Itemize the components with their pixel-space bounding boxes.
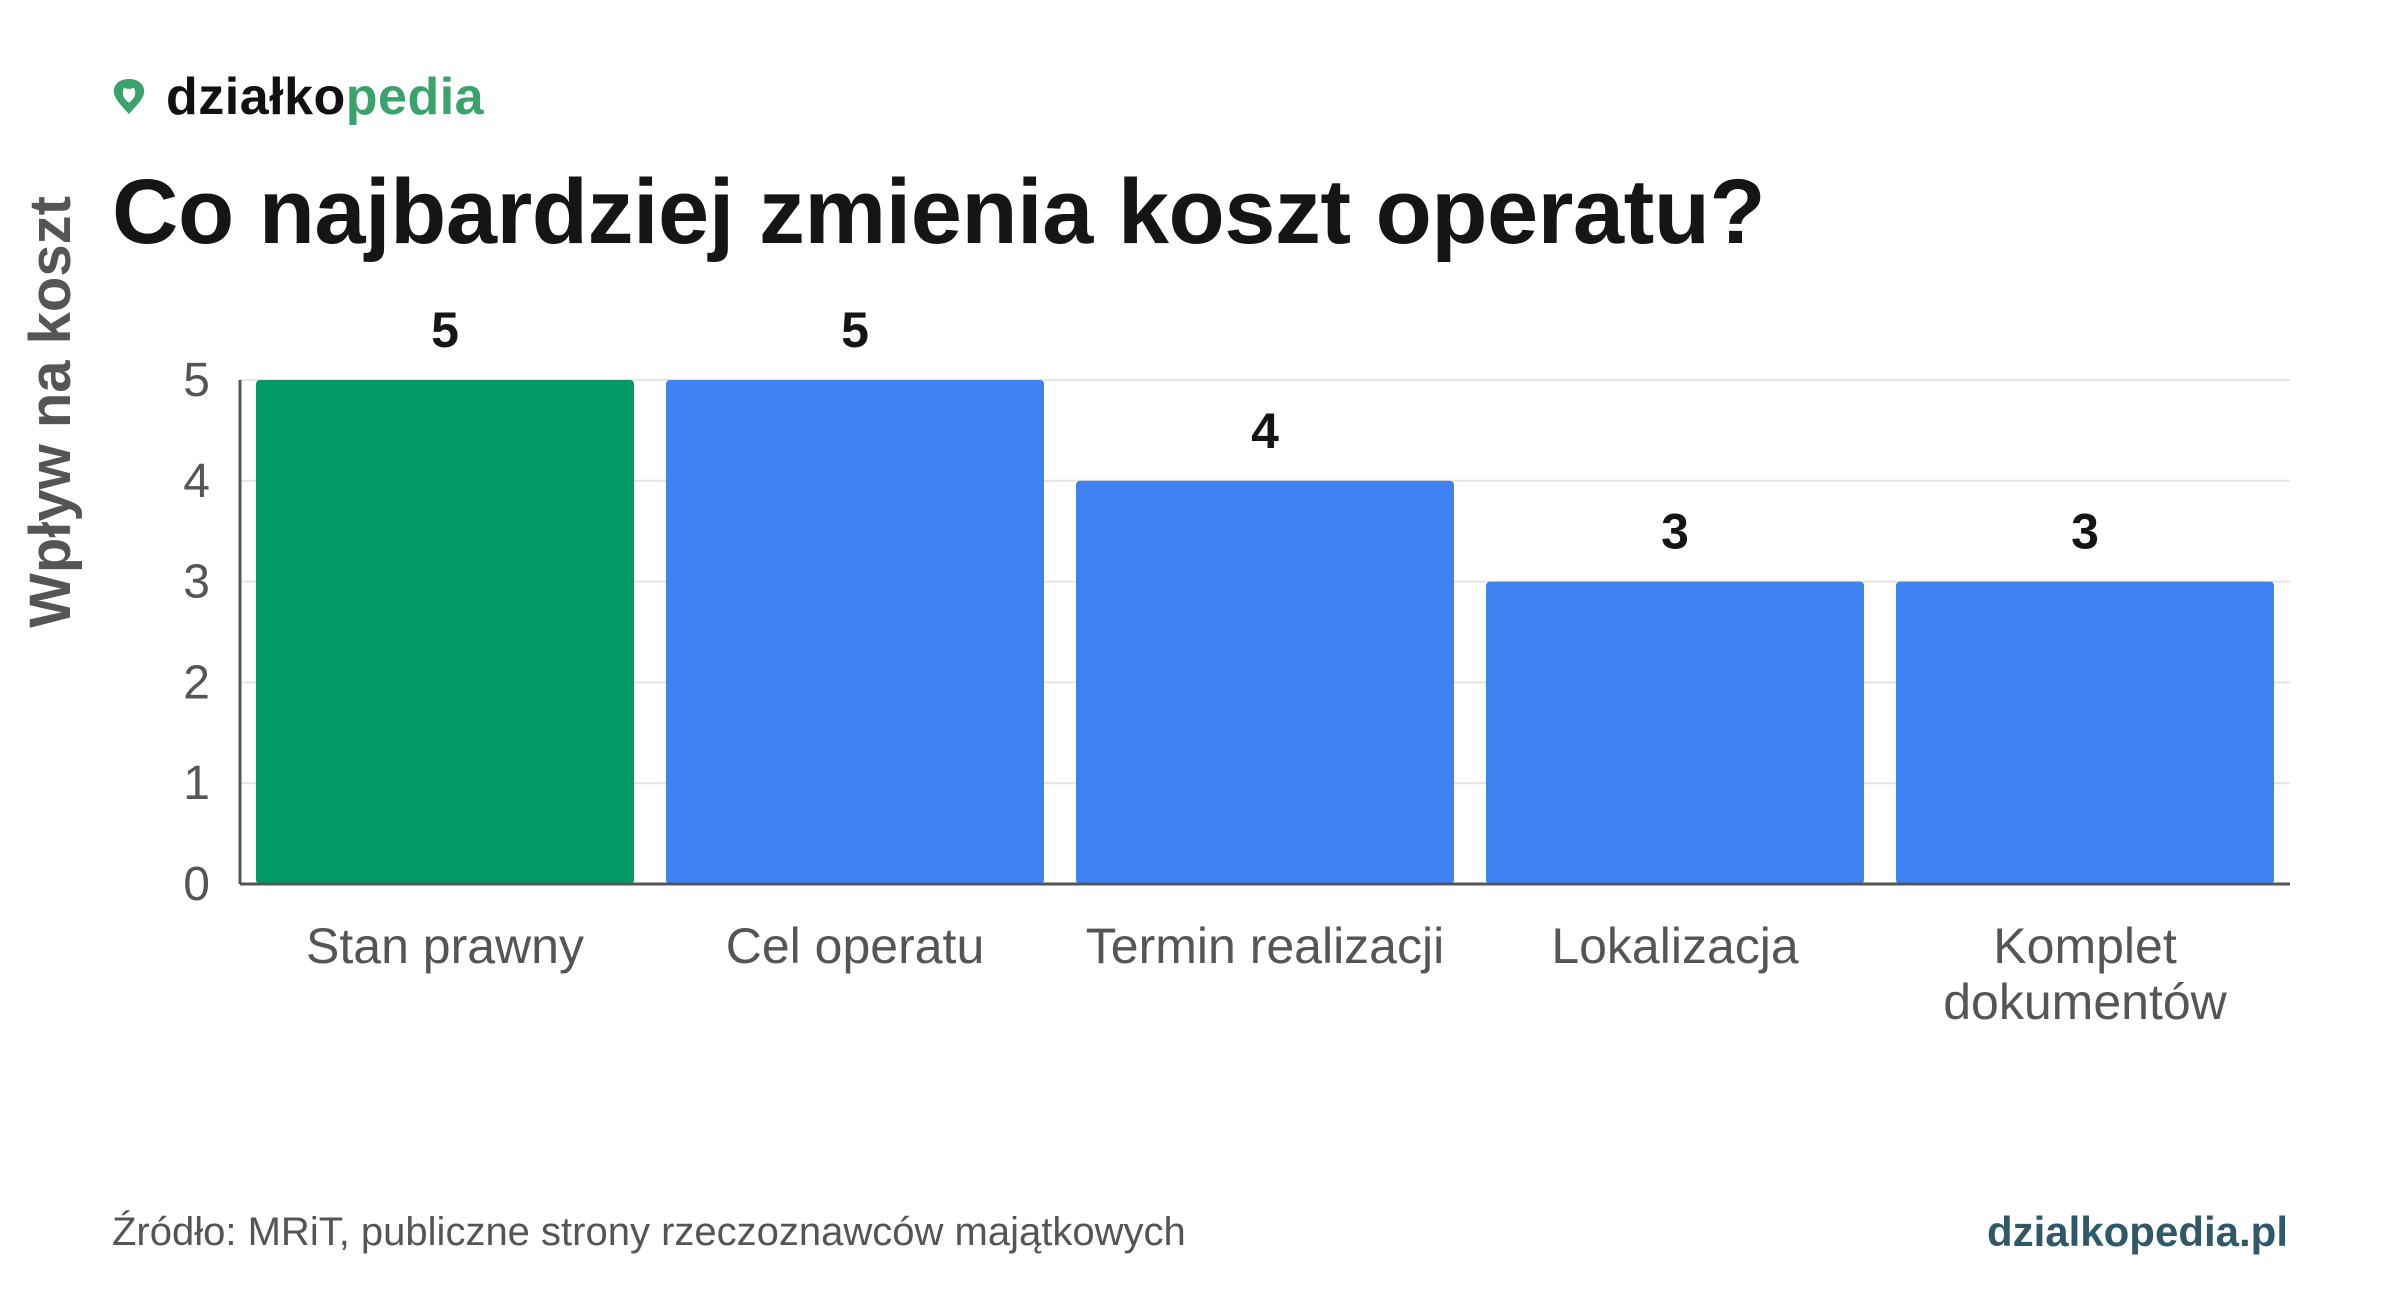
data-label: 3 <box>2071 504 2099 560</box>
data-label: 4 <box>1251 403 1279 459</box>
site-link[interactable]: dzialkopedia.pl <box>1986 1208 2288 1255</box>
y-tick-label: 0 <box>183 858 210 911</box>
y-tick-label: 4 <box>183 455 210 508</box>
brand-name-green: pedia <box>345 68 485 126</box>
data-label: 5 <box>431 302 459 358</box>
bar-2 <box>666 380 1044 884</box>
axes <box>238 380 2290 886</box>
x-tick-label: Lokalizacja <box>1551 918 1799 974</box>
brand-name-dark: działko <box>166 68 346 126</box>
y-tick-label: 5 <box>183 354 210 407</box>
bar-3 <box>1076 480 1454 884</box>
x-tick-label: dokumentów <box>1943 974 2227 1030</box>
y-axis-label: Wpływ na koszt <box>18 196 83 628</box>
brand-logo: działkopedia <box>110 62 484 132</box>
bars <box>256 380 2274 884</box>
data-label: 3 <box>1661 504 1689 560</box>
x-tick-label: Termin realizacji <box>1086 918 1444 974</box>
x-tick-label: Cel operatu <box>726 918 985 974</box>
x-tick-label: Stan prawny <box>306 918 584 974</box>
y-tick-label: 1 <box>183 757 210 810</box>
brand-name: działkopedia <box>166 67 484 127</box>
y-tick-label: 3 <box>183 556 210 609</box>
chart-title: Co najbardziej zmienia koszt operatu? <box>112 161 1766 263</box>
x-tick-label: Komplet <box>1993 918 2177 974</box>
map-pin-leaf-icon <box>113 78 145 115</box>
labels: 0 1 2 3 4 5 5 Stan prawny 5 Cel operatu 4 Termin re… <box>18 196 2228 1030</box>
source-note: Źródło: MRiT, publiczne strony rzeczozna… <box>112 1210 1186 1254</box>
data-label: 5 <box>841 302 869 358</box>
bar-5 <box>1896 581 2274 884</box>
bar-1 <box>256 380 634 884</box>
bar-4 <box>1486 581 1864 884</box>
y-tick-label: 2 <box>183 656 210 709</box>
